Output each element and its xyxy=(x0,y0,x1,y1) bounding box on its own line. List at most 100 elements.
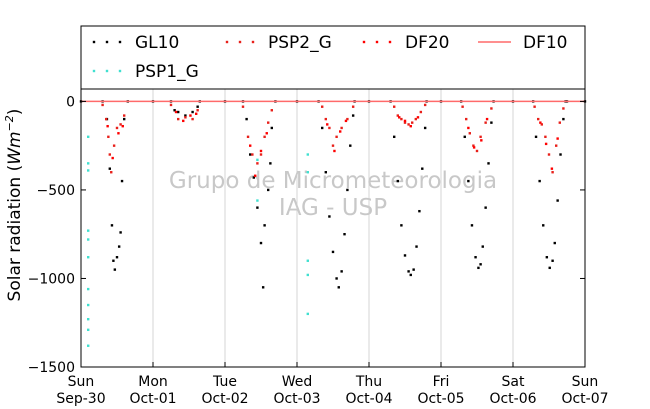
data-point xyxy=(396,179,399,183)
data-point xyxy=(115,256,119,259)
data-point xyxy=(340,126,343,130)
data-point xyxy=(481,245,484,248)
legend-item-psp1-g: PSP1_G xyxy=(92,62,199,82)
legend-marker xyxy=(118,69,122,73)
data-point xyxy=(269,162,272,165)
x-tick-label: Sun xyxy=(572,374,599,390)
data-point xyxy=(328,126,331,130)
data-point xyxy=(256,199,259,202)
data-point xyxy=(540,123,543,126)
data-point xyxy=(110,224,114,227)
plot-frame xyxy=(80,88,586,368)
data-point xyxy=(177,117,180,121)
data-point xyxy=(87,169,90,172)
data-point xyxy=(306,312,309,316)
x-tick-label: Oct-02 xyxy=(201,391,248,407)
data-point xyxy=(321,105,324,108)
watermark-line: Grupo de Micrometeorologia xyxy=(169,168,497,194)
y-tick-label: 0 xyxy=(66,94,75,110)
data-point xyxy=(477,266,480,270)
legend-marker xyxy=(251,40,255,44)
data-point xyxy=(249,144,252,147)
data-point xyxy=(461,105,464,108)
data-point xyxy=(335,135,338,139)
data-point xyxy=(123,117,126,121)
series-psp1-g xyxy=(87,135,309,347)
x-tick-label: Oct-03 xyxy=(273,391,320,407)
data-point xyxy=(267,121,270,124)
data-point xyxy=(421,167,424,170)
data-point xyxy=(263,135,266,139)
data-point xyxy=(119,123,122,126)
data-point xyxy=(418,209,421,213)
data-point xyxy=(423,103,427,107)
data-point xyxy=(321,126,324,130)
data-point xyxy=(107,135,110,139)
data-point xyxy=(396,114,399,117)
x-tick-label: Wed xyxy=(282,374,313,390)
data-point xyxy=(106,124,109,128)
data-point xyxy=(256,206,259,209)
data-point xyxy=(112,259,115,262)
data-point xyxy=(534,135,538,139)
x-tick-label: Sat xyxy=(502,374,525,390)
series-df20 xyxy=(106,110,559,177)
data-point xyxy=(87,303,90,307)
data-point xyxy=(105,117,108,121)
legend-marker xyxy=(105,40,109,44)
data-point xyxy=(87,328,90,332)
data-point xyxy=(346,188,349,192)
data-point xyxy=(252,176,255,179)
x-tick-label: Sep-30 xyxy=(56,391,105,407)
data-point xyxy=(487,162,490,165)
data-point xyxy=(184,116,187,119)
data-point xyxy=(479,135,482,139)
legend-marker xyxy=(92,40,96,44)
data-point xyxy=(259,149,263,153)
x-tick-label: Fri xyxy=(433,374,450,390)
legend-label: DF10 xyxy=(523,33,568,53)
data-point xyxy=(196,105,199,108)
series-psp2-g xyxy=(101,103,565,174)
x-tick-label: Oct-04 xyxy=(345,391,392,407)
data-point xyxy=(270,109,273,112)
data-point xyxy=(270,126,273,130)
data-point xyxy=(173,109,176,112)
data-point xyxy=(349,144,352,147)
data-point xyxy=(544,142,548,146)
data-point xyxy=(551,259,554,262)
x-tick-label: Oct-07 xyxy=(561,391,608,407)
data-point xyxy=(182,119,185,123)
data-point xyxy=(259,153,263,156)
data-point xyxy=(256,158,259,162)
data-point xyxy=(306,273,309,277)
data-point xyxy=(411,121,414,124)
data-point xyxy=(414,117,417,121)
data-point xyxy=(254,174,257,177)
data-point xyxy=(251,153,254,156)
data-point xyxy=(328,215,331,218)
data-point xyxy=(113,268,117,271)
data-point xyxy=(407,123,410,126)
data-point xyxy=(87,238,90,241)
data-point xyxy=(479,263,482,266)
data-point xyxy=(423,126,427,130)
legend-marker xyxy=(225,40,229,44)
data-point xyxy=(533,105,536,108)
data-point xyxy=(415,245,418,248)
data-point xyxy=(245,117,248,121)
data-point xyxy=(544,135,547,139)
legend-item-df20: DF20 xyxy=(362,33,450,53)
data-point xyxy=(256,162,259,165)
data-point xyxy=(551,171,554,174)
data-point xyxy=(331,144,335,147)
data-point xyxy=(409,124,412,128)
axes: 0−500−1000−1500SunSep-30MonOct-01TueOct-… xyxy=(28,94,609,407)
data-point xyxy=(265,132,268,135)
data-point xyxy=(249,153,252,156)
data-point xyxy=(346,117,349,121)
data-point xyxy=(400,117,403,121)
x-tick-label: Thu xyxy=(355,374,382,390)
data-point xyxy=(267,188,270,192)
